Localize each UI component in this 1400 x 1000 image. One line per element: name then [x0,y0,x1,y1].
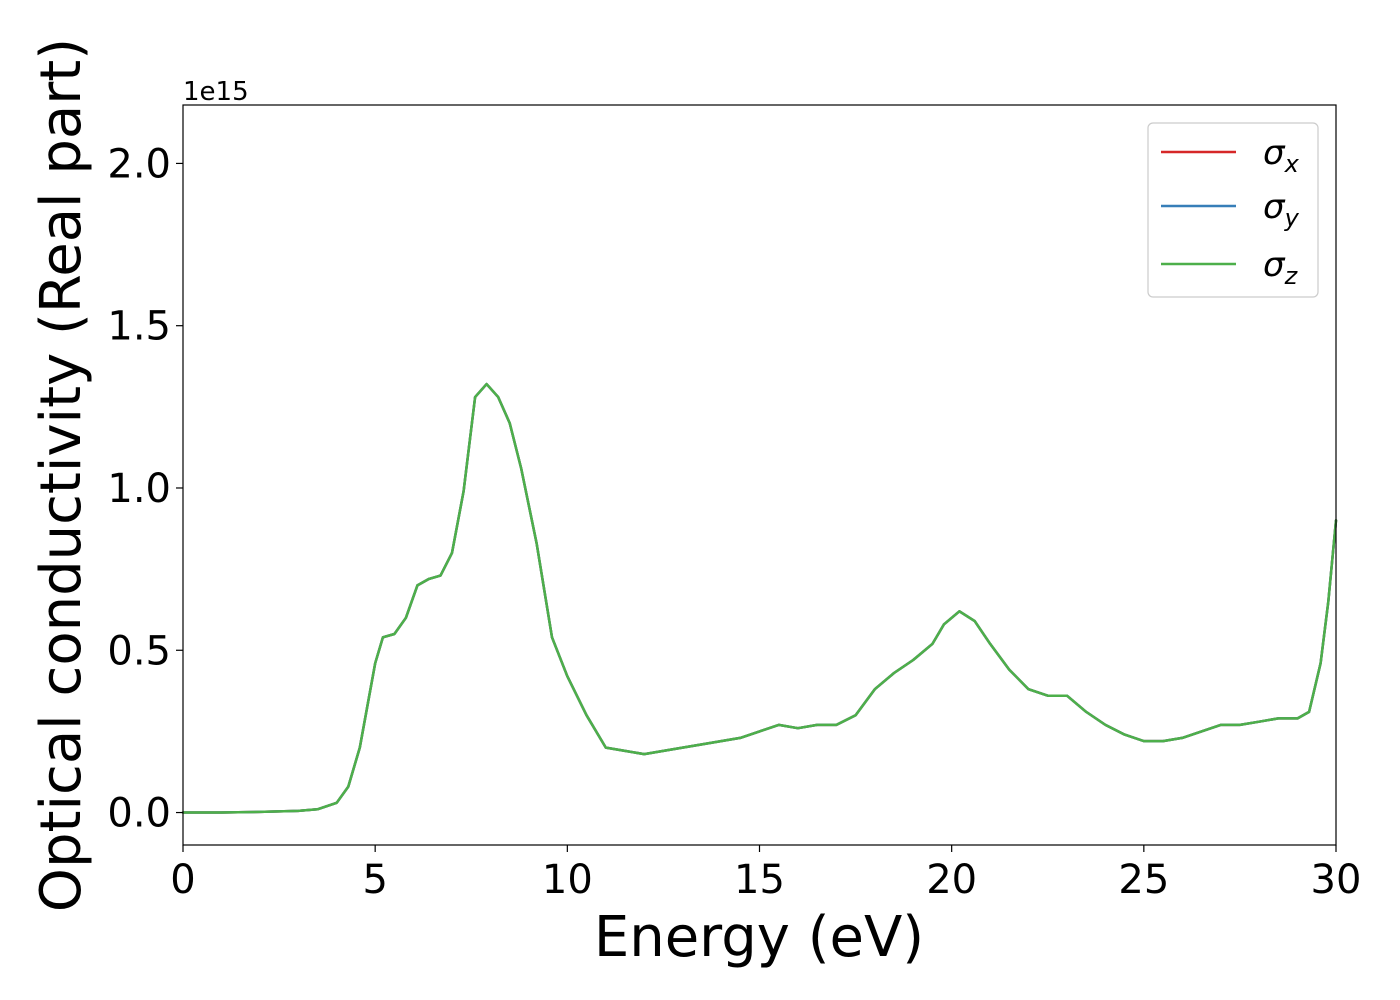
legend-label-1: σy [1263,187,1300,232]
y-offset-label: 1e15 [183,77,249,107]
x-tick-label: 30 [1311,857,1362,903]
x-tick-label: 20 [926,857,977,903]
legend-label-0: σx [1263,133,1300,178]
y-tick-label: 1.0 [107,466,171,512]
series-line-2 [181,382,1338,814]
x-tick-label: 15 [734,857,785,903]
y-tick-label: 2.0 [107,141,171,187]
y-tick-label: 0.0 [107,791,171,837]
x-tick-label: 25 [1118,857,1169,903]
x-tick-label: 10 [542,857,593,903]
y-tick-label: 0.5 [107,628,171,674]
y-tick-label: 1.5 [107,304,171,350]
x-tick-label: 5 [362,857,387,903]
y-axis-label: Optical conductivity (Real part) [29,38,94,912]
x-tick-label: 0 [170,857,195,903]
series-layer [181,382,1338,814]
y-axis: 0.0 0.5 1.0 1.5 2.0 [107,141,183,837]
x-axis-label: Energy (eV) [594,905,924,970]
legend-box [1147,122,1319,298]
x-axis: 0 5 10 15 20 25 30 [170,845,1361,903]
